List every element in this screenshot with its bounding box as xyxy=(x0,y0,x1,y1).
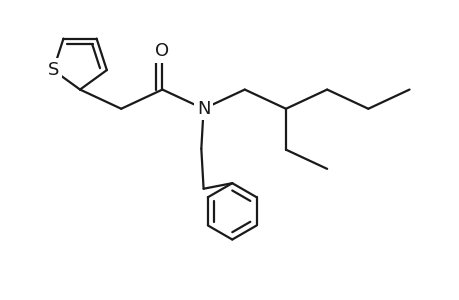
Text: O: O xyxy=(155,42,169,60)
Text: S: S xyxy=(47,61,59,79)
Text: N: N xyxy=(196,100,210,118)
